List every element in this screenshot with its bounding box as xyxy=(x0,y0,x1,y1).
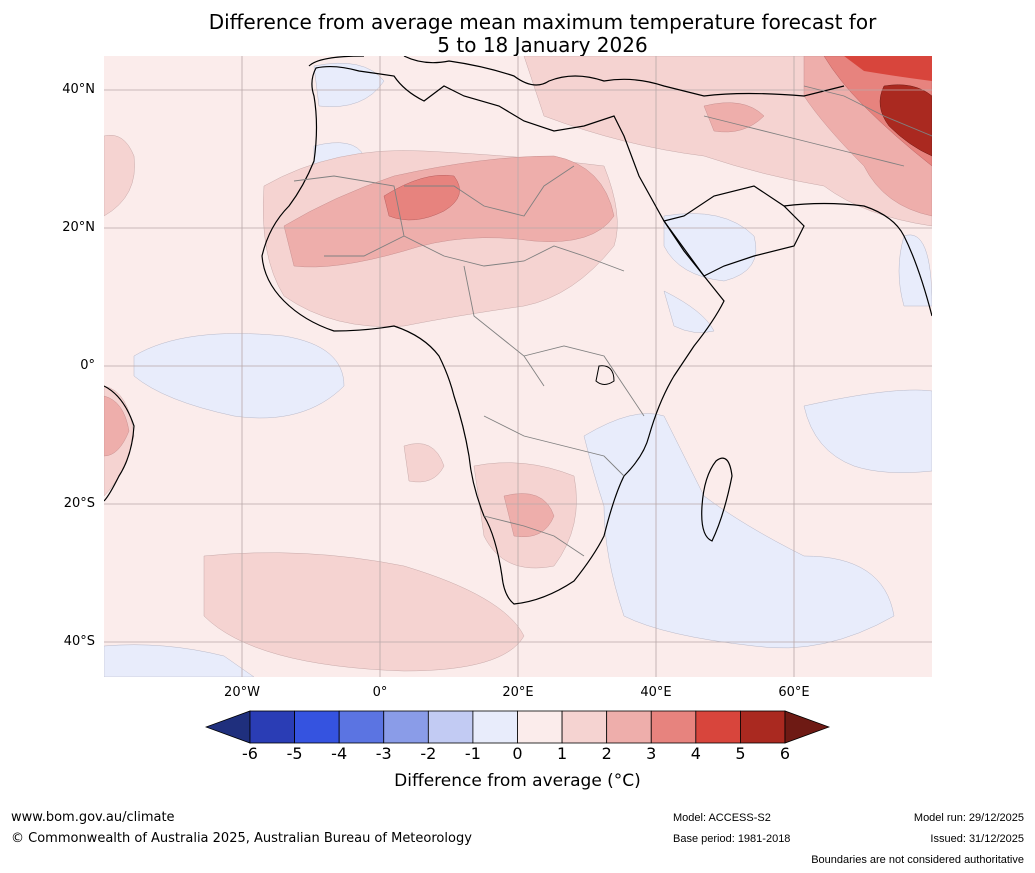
colorbar-tick-label: 3 xyxy=(646,744,657,763)
border-south-africa xyxy=(483,515,585,557)
border-sahel xyxy=(403,235,625,272)
map-canvas xyxy=(104,56,932,677)
warm-region-kazakhstan xyxy=(844,56,932,81)
colorbar-segment xyxy=(338,710,385,744)
colorbar-tick-label: 4 xyxy=(690,744,701,763)
coastline-south-asia xyxy=(783,202,932,317)
lake-victoria xyxy=(595,365,615,385)
colorbar-segment xyxy=(294,710,340,744)
border-east-africa xyxy=(523,345,645,417)
colorbar-arrow-min xyxy=(205,710,251,744)
model-run-date: Model run: 29/12/2025 xyxy=(913,812,1024,824)
coastline-madagascar xyxy=(701,457,733,542)
lon-label-40e: 40°E xyxy=(640,685,672,700)
colorbar-tick-label: -2 xyxy=(420,744,437,763)
map-title-line-1: Difference from average mean maximum tem… xyxy=(208,10,877,34)
base-period: Base period: 1981-2018 xyxy=(673,833,791,845)
warm-region-iraq xyxy=(703,102,765,133)
lat-label-20n: 20°N xyxy=(62,220,95,235)
country-borders xyxy=(293,85,932,557)
cool-region-indian-ocean xyxy=(803,389,932,473)
model-name: Model: ACCESS-S2 xyxy=(673,812,771,824)
colorbar-segment xyxy=(383,710,429,744)
coastline-europe-med xyxy=(308,56,845,97)
warm-region-south-atlantic xyxy=(203,552,525,672)
border-zambia xyxy=(483,415,625,477)
cool-region-iberia xyxy=(313,62,385,107)
warm-region-turkmenistan xyxy=(879,84,932,157)
cool-region-gulf-guinea xyxy=(133,333,345,419)
lon-label-0: 0° xyxy=(372,685,388,700)
coastlines xyxy=(104,56,932,605)
warm-anomaly-5-6-regions xyxy=(879,84,932,157)
graticule xyxy=(104,56,932,677)
warm-anomaly-4-5-regions xyxy=(844,56,932,81)
colorbar-segment xyxy=(695,710,741,744)
lat-label-0: 0° xyxy=(80,358,95,373)
colorbar-segment xyxy=(427,710,474,744)
colorbar-segment xyxy=(740,710,786,744)
colorbar-segment xyxy=(517,710,563,744)
coastline-arabia xyxy=(662,185,805,277)
colorbar-tick-label: 6 xyxy=(779,744,791,763)
colorbar xyxy=(205,710,830,744)
cool-anomaly-regions xyxy=(104,62,932,677)
colorbar-segment xyxy=(561,710,608,744)
coastline-africa xyxy=(261,65,725,605)
lakes xyxy=(595,365,615,385)
warm-region-atlantic-nw xyxy=(104,134,135,217)
colorbar-tick-label: -4 xyxy=(331,744,348,763)
copyright-text: © Commonwealth of Australia 2025, Austra… xyxy=(11,831,472,846)
lat-label-20s: 20°S xyxy=(63,496,95,511)
border-west-sahara xyxy=(293,175,405,257)
issued-date: Issued: 31/12/2025 xyxy=(930,833,1024,845)
lon-label-20w: 20°W xyxy=(224,685,260,700)
map-title-line-2: 5 to 18 January 2026 xyxy=(437,33,648,57)
border-sahara-north xyxy=(404,165,575,217)
colorbar-segment xyxy=(650,710,697,744)
lon-label-60e: 60°E xyxy=(778,685,810,700)
cool-region-south-atlantic-sw xyxy=(104,644,255,677)
border-central-africa xyxy=(463,265,545,387)
cool-region-arabian-sea-west xyxy=(663,213,757,282)
colorbar-tick-label: 1 xyxy=(556,744,568,763)
coastline-south-america xyxy=(104,385,135,502)
colorbar-tick-label: -6 xyxy=(242,744,258,763)
lat-label-40s: 40°S xyxy=(63,634,95,649)
border-central-asia xyxy=(803,85,932,137)
temperature-anomaly-map xyxy=(104,56,932,677)
colorbar-label: Difference from average (°C) xyxy=(394,771,641,791)
colorbar-tick-label: -1 xyxy=(464,744,481,763)
colorbar-tick-label: -5 xyxy=(286,744,303,763)
lat-label-40n: 40°N xyxy=(62,82,95,97)
warm-region-sahara xyxy=(283,155,615,268)
colorbar-tick-label: -3 xyxy=(375,744,392,763)
cool-region-mozambique-channel xyxy=(583,413,895,649)
colorbar-tick-label: 5 xyxy=(735,744,746,763)
border-iran xyxy=(703,115,905,167)
cool-region-gulf-aden xyxy=(663,290,715,333)
colorbar-tick-label: 2 xyxy=(601,744,612,763)
colorbar-segment xyxy=(606,710,652,744)
warm-region-brazil-core xyxy=(104,395,130,457)
warm-region-angola-cuts xyxy=(403,443,445,483)
colorbar-segment xyxy=(249,710,295,744)
colorbar-segment xyxy=(472,710,518,744)
lon-label-20e: 20°E xyxy=(502,685,534,700)
colorbar-arrow-max xyxy=(784,710,830,744)
website-link[interactable]: www.bom.gov.au/climate xyxy=(11,810,175,825)
boundaries-disclaimer: Boundaries are not considered authoritat… xyxy=(811,854,1024,866)
colorbar-tick-label: 0 xyxy=(512,744,523,763)
